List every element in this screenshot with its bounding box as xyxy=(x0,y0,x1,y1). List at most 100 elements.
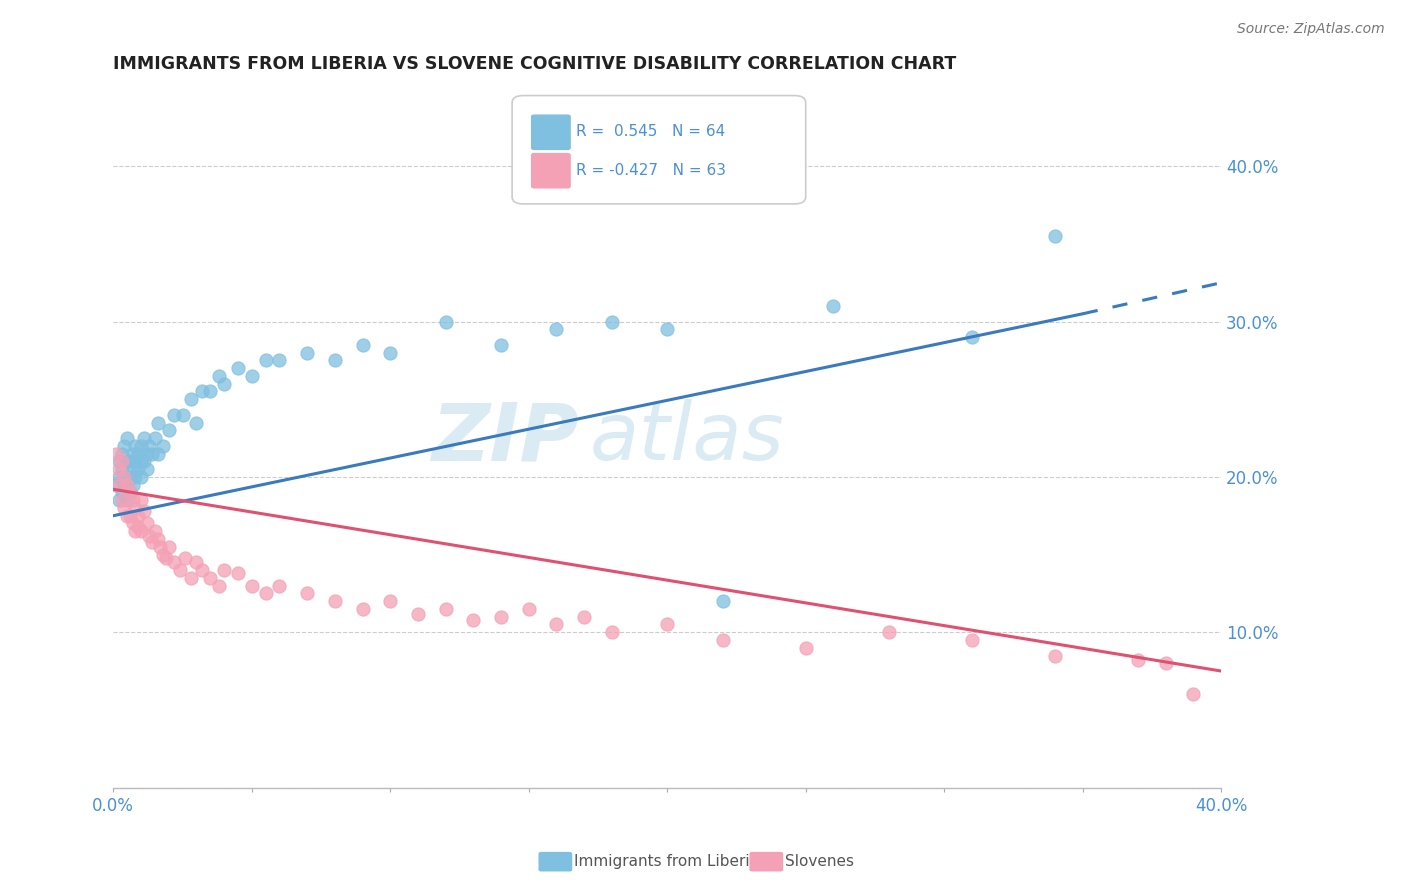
Point xyxy=(207,368,229,383)
Point xyxy=(127,462,149,476)
Point xyxy=(124,524,146,539)
Point xyxy=(380,345,402,359)
Point xyxy=(380,594,402,608)
Point xyxy=(110,462,132,476)
Point xyxy=(152,439,174,453)
Point xyxy=(546,617,568,632)
Point xyxy=(138,529,160,543)
Point xyxy=(115,508,138,523)
Point xyxy=(711,594,734,608)
Point xyxy=(600,625,623,640)
Point xyxy=(600,315,623,329)
Point xyxy=(212,563,235,577)
Text: Immigrants from Liberia: Immigrants from Liberia xyxy=(574,855,759,869)
Point xyxy=(110,485,132,500)
Point xyxy=(169,563,191,577)
Point xyxy=(107,462,129,476)
Point xyxy=(240,579,263,593)
Point xyxy=(157,540,180,554)
Point xyxy=(517,602,540,616)
Point xyxy=(115,493,138,508)
Point xyxy=(129,524,152,539)
Point xyxy=(129,470,152,484)
Point xyxy=(657,617,679,632)
Point xyxy=(107,477,129,491)
Point xyxy=(127,447,149,461)
Point xyxy=(960,330,983,344)
Point xyxy=(112,470,135,484)
Point xyxy=(434,315,457,329)
Point xyxy=(212,376,235,391)
Text: Slovenes: Slovenes xyxy=(785,855,853,869)
Point xyxy=(434,602,457,616)
Point xyxy=(163,555,186,569)
Point xyxy=(295,345,318,359)
Point xyxy=(121,493,143,508)
Point xyxy=(200,384,222,399)
Point xyxy=(143,524,166,539)
Point xyxy=(112,470,135,484)
Text: R =  0.545   N = 64: R = 0.545 N = 64 xyxy=(576,124,725,139)
Point xyxy=(406,607,429,621)
Point xyxy=(110,493,132,508)
Point xyxy=(240,368,263,383)
Point xyxy=(180,392,202,407)
Point xyxy=(489,609,512,624)
Point xyxy=(129,454,152,468)
Point xyxy=(572,609,595,624)
Point xyxy=(877,625,900,640)
Point xyxy=(295,586,318,600)
Point xyxy=(132,454,155,468)
Text: ZIP: ZIP xyxy=(432,399,579,477)
Point xyxy=(1182,687,1205,701)
Point xyxy=(155,550,177,565)
Point xyxy=(823,299,845,313)
Point xyxy=(1043,229,1066,244)
Point xyxy=(352,602,374,616)
Point xyxy=(207,579,229,593)
Point xyxy=(127,519,149,533)
Point xyxy=(118,485,141,500)
Point xyxy=(226,566,249,581)
Point xyxy=(200,571,222,585)
Point xyxy=(107,493,129,508)
Point xyxy=(141,447,163,461)
Point xyxy=(135,516,157,531)
Point xyxy=(107,454,129,468)
Point xyxy=(121,462,143,476)
Point xyxy=(163,408,186,422)
Point xyxy=(186,416,208,430)
Point xyxy=(146,447,169,461)
Point xyxy=(546,322,568,336)
FancyBboxPatch shape xyxy=(512,95,806,204)
Point xyxy=(146,532,169,546)
Point xyxy=(1126,653,1149,667)
Point xyxy=(118,485,141,500)
Text: atlas: atlas xyxy=(589,399,785,477)
Point xyxy=(180,571,202,585)
Point xyxy=(157,423,180,437)
Text: Source: ZipAtlas.com: Source: ZipAtlas.com xyxy=(1237,22,1385,37)
Point xyxy=(269,353,291,368)
Point xyxy=(152,548,174,562)
Point xyxy=(115,477,138,491)
Point xyxy=(323,353,346,368)
FancyBboxPatch shape xyxy=(531,114,571,150)
Point xyxy=(118,454,141,468)
Point xyxy=(110,447,132,461)
Point xyxy=(149,540,172,554)
Point xyxy=(112,477,135,491)
Point xyxy=(135,447,157,461)
Point xyxy=(191,384,214,399)
Point xyxy=(463,613,485,627)
Point xyxy=(269,579,291,593)
Point xyxy=(794,640,817,655)
FancyBboxPatch shape xyxy=(531,153,571,188)
Point xyxy=(110,454,132,468)
Point xyxy=(141,535,163,549)
Text: R = -0.427   N = 63: R = -0.427 N = 63 xyxy=(576,163,727,178)
Point xyxy=(132,504,155,518)
Point xyxy=(129,439,152,453)
Point xyxy=(323,594,346,608)
Point xyxy=(105,477,128,491)
